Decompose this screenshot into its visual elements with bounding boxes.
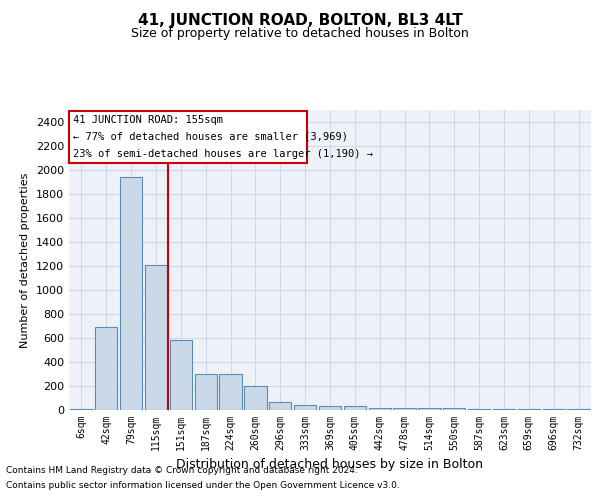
Bar xyxy=(294,405,316,410)
Bar xyxy=(95,327,118,410)
Bar xyxy=(70,409,92,410)
Bar xyxy=(120,177,142,410)
Text: Size of property relative to detached houses in Bolton: Size of property relative to detached ho… xyxy=(131,28,469,40)
Bar xyxy=(394,408,416,410)
Bar xyxy=(344,406,366,410)
Text: 23% of semi-detached houses are larger (1,190) →: 23% of semi-detached houses are larger (… xyxy=(73,149,373,159)
Bar xyxy=(468,409,490,410)
Text: Contains HM Land Registry data © Crown copyright and database right 2024.: Contains HM Land Registry data © Crown c… xyxy=(6,466,358,475)
Bar xyxy=(493,409,515,410)
Text: 41, JUNCTION ROAD, BOLTON, BL3 4LT: 41, JUNCTION ROAD, BOLTON, BL3 4LT xyxy=(137,12,463,28)
Text: 41 JUNCTION ROAD: 155sqm: 41 JUNCTION ROAD: 155sqm xyxy=(73,114,223,124)
Y-axis label: Number of detached properties: Number of detached properties xyxy=(20,172,31,348)
X-axis label: Distribution of detached houses by size in Bolton: Distribution of detached houses by size … xyxy=(176,458,484,471)
Text: Contains public sector information licensed under the Open Government Licence v3: Contains public sector information licen… xyxy=(6,481,400,490)
Bar xyxy=(418,408,440,410)
Bar xyxy=(244,386,266,410)
Text: ← 77% of detached houses are smaller (3,969): ← 77% of detached houses are smaller (3,… xyxy=(73,132,348,142)
Bar xyxy=(194,374,217,410)
Bar xyxy=(368,408,391,410)
Bar xyxy=(269,402,292,410)
Bar xyxy=(319,406,341,410)
Bar xyxy=(443,408,466,410)
Bar xyxy=(145,265,167,410)
Bar xyxy=(170,340,192,410)
Bar xyxy=(220,374,242,410)
